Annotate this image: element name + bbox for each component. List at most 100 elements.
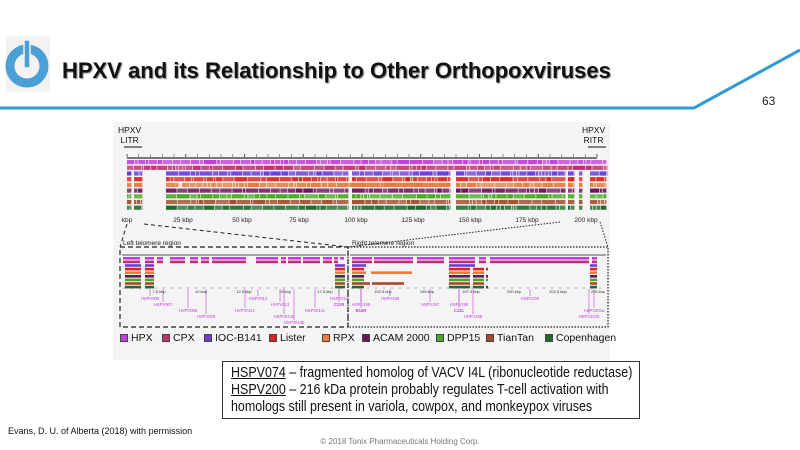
track-segment — [387, 188, 399, 193]
track-segment — [470, 205, 476, 210]
track-segment — [392, 160, 397, 165]
track-segment — [243, 205, 251, 210]
left-track-segment — [201, 257, 209, 260]
track-segment — [261, 177, 267, 182]
axis-tick-label: 50 kbp — [232, 217, 252, 224]
track-segment — [187, 205, 195, 210]
track-segment — [437, 188, 442, 193]
track-segment — [547, 188, 561, 193]
track-segment — [229, 199, 237, 205]
track-segment — [176, 182, 179, 187]
left-track-segment — [335, 264, 345, 267]
track-segment — [420, 199, 429, 205]
track-segment — [266, 182, 276, 187]
track-segment — [456, 199, 470, 205]
track-segment — [281, 160, 284, 165]
left-track-segment — [123, 257, 140, 260]
track-segment — [460, 182, 467, 187]
track-segment — [198, 199, 204, 205]
track-segment — [603, 165, 607, 170]
track-segment — [590, 171, 599, 176]
track-segment — [178, 182, 180, 187]
track-segment — [127, 171, 132, 176]
track-segment — [305, 160, 317, 165]
right-track-segment — [592, 257, 597, 260]
track-segment — [456, 171, 465, 176]
track-segment — [508, 199, 519, 205]
track-segment — [490, 177, 500, 182]
track-segment — [182, 182, 190, 187]
track-segment — [366, 177, 378, 182]
track-segment — [127, 160, 135, 165]
track-segment — [502, 160, 515, 165]
track-segment — [573, 182, 575, 187]
track-segment — [392, 194, 403, 199]
track-segment — [539, 177, 546, 182]
track-segment — [591, 160, 603, 165]
gene-label: HSPV010 — [330, 296, 349, 301]
track-segment — [596, 177, 605, 182]
track-segment — [195, 171, 199, 176]
track-segment — [314, 188, 316, 193]
track-segment — [530, 182, 534, 187]
left-track-segment — [145, 260, 154, 264]
track-segment — [590, 182, 594, 187]
track-segment — [320, 177, 327, 182]
track-segment — [134, 194, 143, 199]
track-segment — [579, 171, 583, 176]
track-segment — [556, 205, 560, 210]
left-track-segment — [145, 282, 154, 285]
track-segment — [172, 165, 176, 170]
track-segment — [127, 194, 129, 199]
track-segment — [335, 177, 338, 182]
legend-label: CPX — [173, 332, 195, 344]
track-segment — [222, 165, 236, 170]
track-segment — [235, 182, 239, 187]
track-segment — [321, 182, 328, 187]
track-segment — [492, 188, 495, 193]
track-segment — [476, 199, 482, 205]
left-track-segment — [125, 267, 141, 271]
track-segment — [170, 177, 174, 182]
track-segment — [417, 177, 427, 182]
track-segment — [520, 165, 527, 170]
track-segment — [434, 182, 438, 187]
track-segment — [352, 182, 360, 187]
track-segment — [262, 160, 271, 165]
legend-item-dpp15: DPP15 — [436, 332, 480, 344]
left-track-segment — [288, 260, 301, 264]
track-segment — [449, 188, 451, 193]
track-segment — [358, 165, 366, 170]
legend-label: DPP15 — [447, 332, 481, 344]
track-segment — [248, 177, 261, 182]
right-track-segment — [352, 260, 372, 264]
legend-swatch — [486, 334, 494, 342]
track-segment — [532, 199, 542, 205]
track-segment — [166, 182, 176, 187]
track-segment — [382, 188, 388, 193]
track-segment — [585, 165, 592, 170]
track-segment — [417, 182, 429, 187]
track-segment — [384, 182, 394, 187]
track-segment — [317, 177, 321, 182]
track-segment — [578, 160, 584, 165]
track-segment — [300, 165, 314, 170]
track-segment — [190, 160, 200, 165]
track-segment — [435, 177, 437, 182]
track-segment — [336, 194, 338, 199]
track-segment — [557, 171, 565, 176]
legend-label: Lister — [280, 332, 306, 344]
track-segment — [444, 182, 451, 187]
track-segment — [247, 182, 260, 187]
track-segment — [546, 160, 550, 165]
track-segment — [343, 165, 356, 170]
copyright: © 2018 Tonix Pharmaceuticals Holding Cor… — [320, 437, 480, 446]
gene-label: HSPV008 — [179, 308, 198, 313]
track-segment — [214, 205, 222, 210]
track-segment — [583, 160, 586, 165]
track-segment — [193, 177, 204, 182]
track-segment — [298, 177, 303, 182]
track-segment — [185, 165, 193, 170]
track-segment — [178, 165, 183, 170]
legend-swatch — [120, 334, 128, 342]
